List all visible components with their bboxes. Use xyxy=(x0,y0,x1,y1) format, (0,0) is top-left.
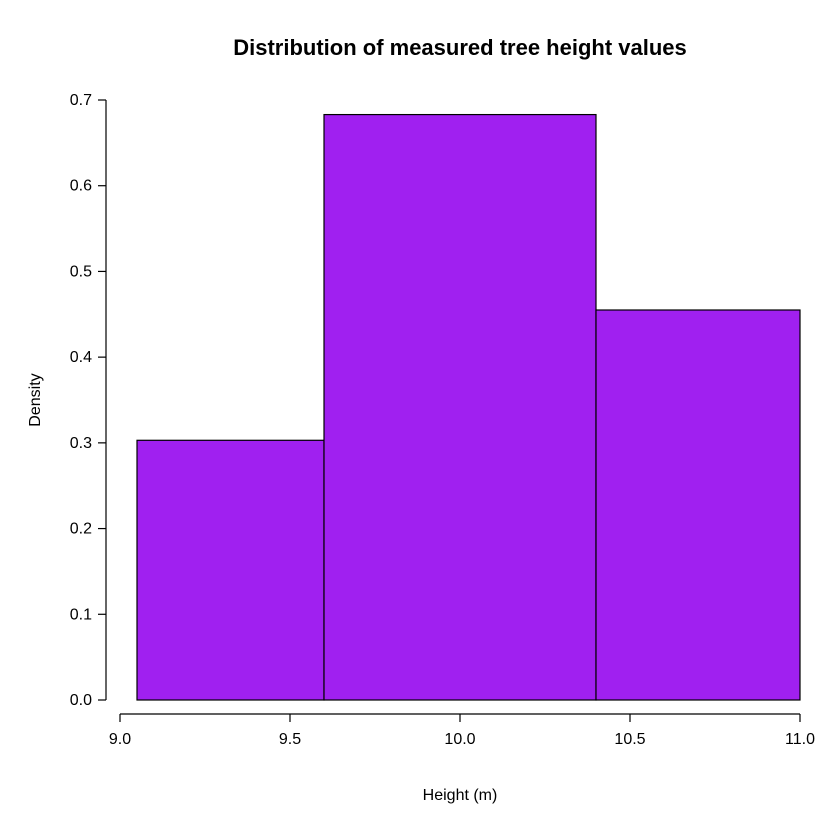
histogram-bars xyxy=(137,115,800,700)
y-tick-label: 0.1 xyxy=(70,606,92,623)
histogram-bar xyxy=(137,440,324,700)
y-tick-label: 0.7 xyxy=(70,92,92,109)
y-ticks: 0.0 0.1 0.2 0.3 0.4 0.5 0.6 0.7 xyxy=(70,92,106,709)
x-ticks: 9.0 9.5 10.0 10.5 11.0 xyxy=(109,714,815,748)
y-axis-label: Density xyxy=(27,373,44,426)
x-tick-label: 10.5 xyxy=(614,731,645,748)
y-tick-label: 0.6 xyxy=(70,178,92,195)
histogram-bar xyxy=(324,115,596,700)
x-tick-label: 10.0 xyxy=(444,731,475,748)
density-histogram: Distribution of measured tree height val… xyxy=(0,0,840,840)
x-axis-label: Height (m) xyxy=(423,787,498,804)
x-tick-label: 9.0 xyxy=(109,731,131,748)
y-tick-label: 0.5 xyxy=(70,263,92,280)
y-tick-label: 0.0 xyxy=(70,692,92,709)
x-tick-label: 9.5 xyxy=(279,731,301,748)
y-tick-label: 0.4 xyxy=(70,349,92,366)
histogram-bar xyxy=(596,310,800,700)
y-tick-label: 0.2 xyxy=(70,521,92,538)
y-tick-label: 0.3 xyxy=(70,435,92,452)
x-tick-label: 11.0 xyxy=(785,731,815,748)
chart-title: Distribution of measured tree height val… xyxy=(233,35,687,60)
